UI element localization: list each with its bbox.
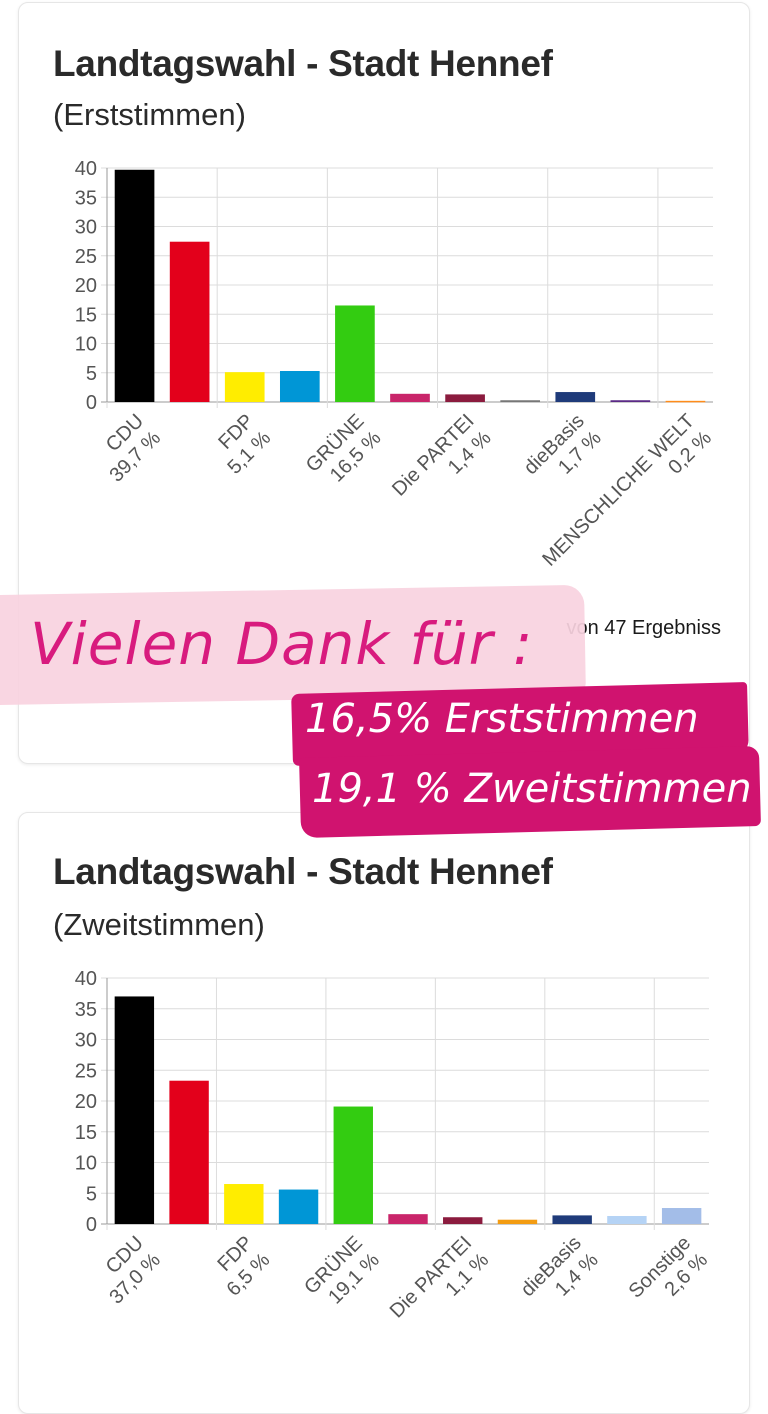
- bar-grüne: [333, 1106, 373, 1224]
- bar-spd: [169, 1080, 209, 1224]
- y-tick-label: 15: [75, 1122, 97, 1144]
- y-tick-label: 35: [75, 999, 97, 1021]
- y-tick-label: 35: [75, 187, 97, 209]
- bar-tierschutz: [610, 400, 651, 402]
- bar-tierschutz: [607, 1216, 647, 1224]
- y-tick-label: 40: [75, 968, 97, 990]
- bar-freie-wähler: [500, 400, 541, 402]
- y-tick-label: 25: [75, 1060, 97, 1082]
- bar-fdp: [224, 1184, 264, 1224]
- y-tick-label: 40: [75, 158, 97, 180]
- bar-sonstige: [661, 1208, 702, 1224]
- bar-diebasis: [552, 1215, 592, 1224]
- bar-afd: [278, 1189, 319, 1224]
- chart-subtitle: (Zweitstimmen): [53, 907, 265, 942]
- bar-cdu: [114, 996, 155, 1224]
- y-tick-label: 30: [75, 217, 97, 239]
- chart-subtitle: (Erststimmen): [53, 97, 246, 132]
- y-tick-label: 25: [75, 246, 97, 268]
- y-tick-label: 15: [75, 304, 97, 326]
- y-tick-label: 5: [86, 1183, 97, 1205]
- bar-grüne: [335, 305, 375, 402]
- y-tick-label: 10: [75, 334, 97, 356]
- chart-card-erststimmen: Landtagswahl - Stadt Hennef (Erststimmen…: [18, 2, 750, 764]
- chart-title: Landtagswahl - Stadt Hennef: [53, 43, 553, 84]
- bar-linke: [443, 1217, 483, 1224]
- y-tick-label: 30: [75, 1030, 97, 1052]
- y-tick-label: 5: [86, 363, 97, 385]
- y-tick-label: 10: [75, 1153, 97, 1175]
- bar-cdu: [114, 169, 155, 402]
- bar-freie-wähler: [497, 1219, 538, 1224]
- y-tick-label: 0: [86, 392, 97, 414]
- bar-spd: [169, 241, 210, 402]
- bar-afd: [279, 370, 320, 402]
- bar-die-partei: [390, 393, 430, 402]
- bar-fdp: [224, 372, 265, 402]
- zweitstimmen-result-text: 19,1 % Zweitstimmen: [312, 766, 752, 812]
- y-tick-label: 20: [75, 275, 97, 297]
- y-tick-label: 20: [75, 1091, 97, 1113]
- y-tick-label: 0: [86, 1214, 97, 1236]
- bar-menschliche-welt: [665, 400, 706, 403]
- chart-card-zweitstimmen: Landtagswahl - Stadt Hennef (Zweitstimme…: [18, 812, 750, 1414]
- chart-title: Landtagswahl - Stadt Hennef: [53, 851, 553, 892]
- bar-die-partei: [388, 1214, 428, 1224]
- bar-diebasis: [555, 392, 596, 402]
- bar-linke: [445, 394, 485, 402]
- results-count: von 47 Ergebniss: [566, 617, 721, 639]
